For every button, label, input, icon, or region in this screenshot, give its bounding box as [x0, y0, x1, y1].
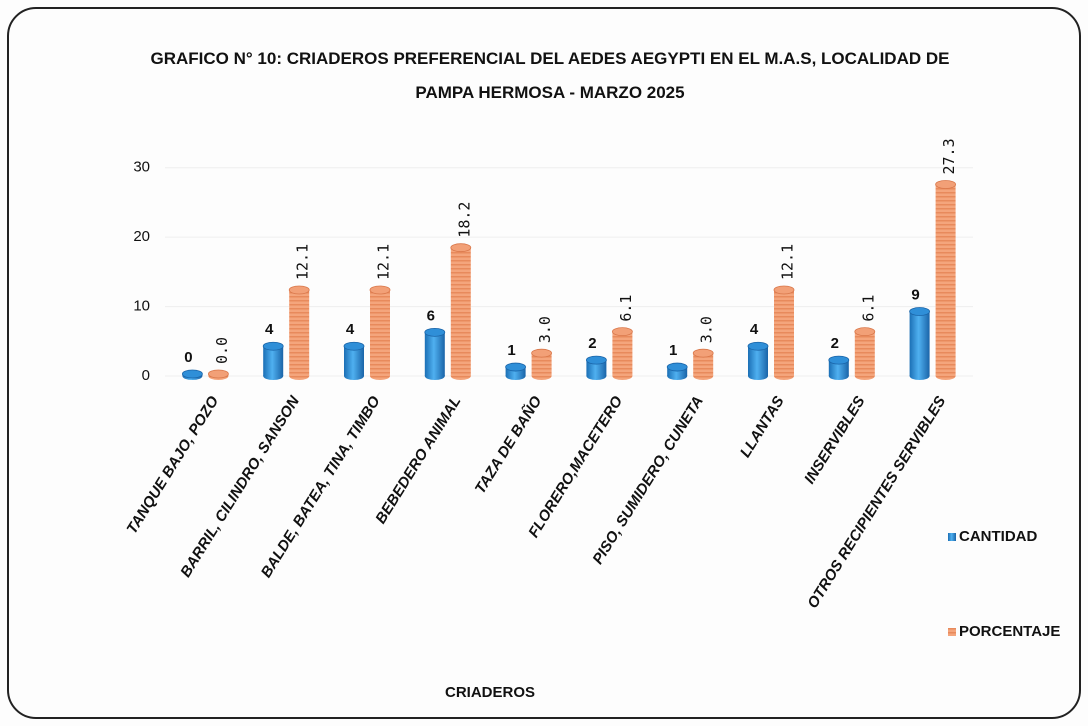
legend-swatch	[948, 533, 956, 541]
data-label: 4	[750, 321, 759, 338]
bar-body	[450, 247, 471, 376]
data-label: 6.1	[617, 295, 635, 322]
bar	[666, 362, 688, 380]
bar	[586, 355, 607, 380]
bar-body	[586, 360, 607, 376]
bar-top	[909, 307, 930, 316]
bar-top	[854, 327, 876, 337]
bar-top	[773, 285, 795, 295]
bar-top	[369, 285, 391, 295]
bar-top	[505, 362, 526, 372]
x-tick-label: LLANTAS	[737, 393, 788, 460]
data-label: 0	[184, 349, 192, 366]
bar-body	[612, 331, 633, 376]
x-tick-label: FLORERO,MACETERO	[525, 393, 626, 541]
data-label: 12.1	[294, 244, 312, 280]
bar	[288, 285, 310, 380]
bar-top	[531, 348, 552, 358]
bar	[450, 243, 472, 380]
bar	[773, 285, 795, 380]
bar-body	[263, 346, 284, 376]
x-tick-label: TAZA DE BAÑO	[471, 392, 546, 497]
bar-body	[748, 346, 768, 376]
bar-top	[450, 243, 472, 253]
y-tick-label: 30	[133, 159, 150, 176]
bar-body	[854, 331, 875, 376]
data-label: 1	[507, 342, 515, 359]
data-label: 3.0	[698, 316, 716, 343]
bar-body	[505, 367, 526, 376]
bar-body	[693, 353, 714, 376]
data-label: 1	[669, 342, 677, 359]
chart-title: GRAFICO N° 10: CRIADEROS PREFERENCIAL DE…	[150, 49, 950, 102]
data-label: 6	[427, 307, 435, 324]
bar-body	[531, 353, 552, 376]
data-label: 6.1	[859, 295, 877, 322]
bar-top	[288, 285, 310, 295]
data-label: 9	[911, 286, 919, 303]
bar-body	[289, 290, 310, 376]
x-tick-label: INSERVIBLES	[801, 393, 868, 487]
bar	[854, 327, 876, 380]
bar	[612, 327, 633, 380]
y-tick-label: 0	[142, 367, 150, 384]
bar-body	[828, 360, 849, 376]
bar-top	[828, 355, 850, 365]
data-label: 12.1	[375, 244, 393, 280]
bar-top	[262, 341, 284, 351]
bar-top	[692, 348, 714, 358]
data-label: 2	[588, 335, 596, 352]
bar-top	[935, 180, 956, 189]
bar-top	[207, 369, 229, 379]
bar	[505, 362, 526, 380]
bar-top	[666, 362, 688, 372]
bar	[369, 285, 391, 380]
data-label: 18.2	[455, 202, 473, 238]
data-label: 2	[831, 335, 839, 352]
bar-body	[424, 332, 445, 376]
x-tick-label: BEBEDERO ANIMAL	[372, 393, 464, 527]
data-label: 4	[265, 321, 274, 338]
bar-body	[909, 311, 930, 376]
bar-top	[181, 369, 203, 379]
bar	[531, 348, 552, 380]
data-label: 27.3	[940, 138, 958, 174]
bar	[181, 369, 203, 380]
bar	[747, 341, 769, 380]
legend-swatch	[948, 628, 956, 636]
bar-top	[424, 327, 446, 337]
x-tick-label: TANQUE BAJO, POZO	[124, 393, 223, 537]
data-label: 12.1	[779, 244, 797, 280]
legend-label: PORCENTAJE	[959, 623, 1060, 640]
bar	[262, 341, 284, 380]
bar	[909, 307, 930, 380]
bar-top	[343, 341, 365, 351]
data-label: 3.0	[536, 316, 554, 343]
x-axis-label: CRIADEROS	[445, 684, 535, 701]
legend-label: CANTIDAD	[959, 528, 1037, 545]
bar-top	[612, 327, 633, 337]
bar	[935, 180, 956, 380]
bar-body	[344, 346, 364, 376]
bar-body	[370, 290, 390, 376]
bar-body	[774, 290, 794, 376]
x-tick-label: OTROS RECIPIENTES SERVIBLES	[804, 393, 949, 611]
bar-body	[667, 367, 688, 376]
y-tick-label: 20	[133, 228, 150, 245]
data-label: 0.0	[213, 337, 231, 364]
bar	[207, 369, 229, 380]
data-label: 4	[346, 321, 355, 338]
y-tick-label: 10	[133, 298, 150, 315]
bar-top	[747, 341, 769, 351]
bar	[424, 327, 446, 380]
frame	[7, 7, 1081, 719]
bar	[343, 341, 365, 380]
bar-body	[935, 184, 956, 376]
bar	[828, 355, 850, 380]
bar	[692, 348, 714, 380]
bar-top	[586, 355, 607, 365]
